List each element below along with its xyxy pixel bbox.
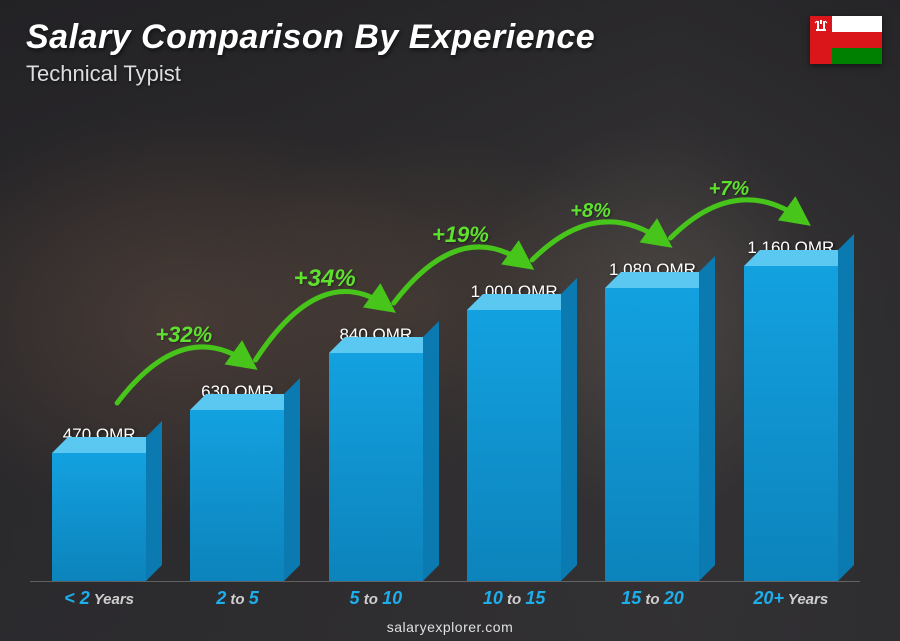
x-axis-label: 20+ Years xyxy=(722,582,860,609)
x-axis-label: 2 to 5 xyxy=(168,582,306,609)
country-flag-oman xyxy=(810,16,882,64)
increment-label: +34% xyxy=(294,265,356,293)
x-axis: < 2 Years2 to 55 to 1010 to 1515 to 2020… xyxy=(30,581,860,609)
x-axis-label: 5 to 10 xyxy=(307,582,445,609)
chart-subtitle: Technical Typist xyxy=(26,61,800,87)
bar-group: 840 OMR xyxy=(307,110,445,581)
bar xyxy=(329,353,423,581)
bar xyxy=(52,453,146,581)
increment-label: +19% xyxy=(432,222,489,248)
x-axis-label: 10 to 15 xyxy=(445,582,583,609)
bar xyxy=(190,410,284,581)
bar xyxy=(467,310,561,581)
x-axis-label: 15 to 20 xyxy=(583,582,721,609)
increment-label: +7% xyxy=(709,178,750,201)
bar-group: 470 OMR xyxy=(30,110,168,581)
bar-group: 1,080 OMR xyxy=(583,110,721,581)
bar-group: 1,000 OMR xyxy=(445,110,583,581)
increment-label: +8% xyxy=(570,200,611,223)
bar xyxy=(605,288,699,581)
header: Salary Comparison By Experience Technica… xyxy=(26,18,800,87)
bar xyxy=(744,266,838,581)
chart-title: Salary Comparison By Experience xyxy=(26,18,800,57)
x-axis-label: < 2 Years xyxy=(30,582,168,609)
footer-source: salaryexplorer.com xyxy=(0,619,900,635)
increment-label: +32% xyxy=(155,322,212,348)
